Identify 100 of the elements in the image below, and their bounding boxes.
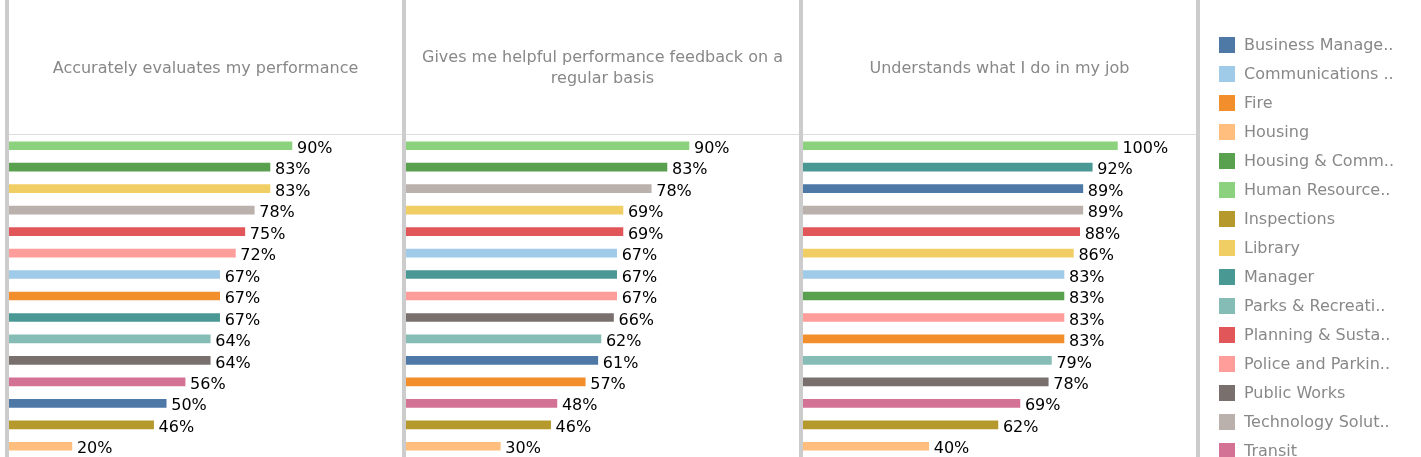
category-label: Housing & Comm.. [1244,151,1394,170]
bar [9,184,271,193]
bar [406,227,624,236]
bar [803,420,999,430]
data-label: 69% [627,223,664,243]
data-label: 86% [1078,245,1114,265]
bar [803,313,1065,322]
chart-title: Understands what I do in my job [803,0,1196,135]
data-label: 83% [274,159,311,179]
bar [406,141,690,151]
data-label: 88% [1084,223,1121,243]
bar [406,248,617,258]
data-label: 46% [158,416,195,436]
data-label: 78% [259,202,295,222]
bar [803,162,1093,172]
data-label: 83% [1068,309,1105,329]
data-label: 92% [1097,159,1133,179]
data-label: 62% [1002,416,1039,436]
data-label: 62% [605,331,642,351]
category-label: Planning & Susta.. [1244,325,1391,344]
category-label: Manager [1244,267,1315,286]
chart-title: Accurately evaluates my performance [9,0,402,135]
chart-title: Gives me helpful performance feedback on a regular basis [406,0,799,135]
data-label: 67% [224,309,261,329]
bar [9,420,154,430]
data-label: 67% [224,288,261,308]
category-label: Housing [1244,122,1310,141]
bar [406,184,652,193]
data-label: 78% [656,180,692,200]
bar [406,420,551,430]
bar [9,313,220,322]
category-label: Fire [1244,93,1273,112]
bar [803,184,1084,193]
data-label: 20% [76,438,113,457]
data-label: 57% [590,374,626,394]
category-label: Police and Parkin.. [1244,354,1391,373]
data-label: 48% [561,395,598,415]
bar [9,291,220,301]
bar [406,356,599,365]
category-label: Technology Solut.. [1244,412,1390,431]
data-label: 64% [215,331,251,351]
data-label: 67% [621,245,658,265]
data-label: 64% [215,352,251,372]
category-label: Human Resource.. [1244,180,1391,199]
bar [406,270,617,279]
data-label: 89% [1087,202,1124,222]
category-label: Parks & Recreati.. [1244,296,1386,315]
bar [406,291,617,301]
bar [803,205,1084,215]
data-label: 75% [249,223,286,243]
bar [9,141,293,151]
data-label: 46% [555,416,592,436]
data-label: 100% [1122,137,1169,157]
data-label: 83% [274,180,311,200]
data-label: 83% [671,159,708,179]
category-label: Library [1244,238,1300,257]
category-label: Transit [1244,441,1297,457]
bar [803,399,1021,408]
data-label: 89% [1087,180,1124,200]
data-label: 72% [240,245,276,265]
category-label: Communications .. [1244,64,1394,83]
bar [803,248,1074,258]
data-label: 40% [933,438,970,457]
bar [803,334,1065,344]
bar [9,441,73,451]
data-label: 69% [1024,395,1061,415]
data-label: 78% [1053,374,1089,394]
data-label: 50% [171,395,207,415]
bar [803,270,1065,279]
bar [9,356,211,365]
bar [9,227,246,236]
bar [406,313,614,322]
data-label: 67% [621,288,658,308]
data-label: 69% [627,202,664,222]
category-label: Business Manage.. [1244,35,1394,54]
data-label: 30% [505,438,541,457]
data-label: 56% [190,374,226,394]
category-label: Public Works [1244,383,1346,402]
bar [9,162,271,172]
bar [406,334,602,344]
data-label: 83% [1068,266,1105,286]
data-label: 66% [618,309,655,329]
bar [803,441,930,451]
bar [9,377,186,387]
data-label: 90% [693,137,730,157]
bar [803,141,1118,151]
bar [9,399,167,408]
bar [406,441,501,451]
bar [406,377,586,387]
bar [803,377,1049,387]
bar [406,162,668,172]
bar [406,205,624,215]
category-label: Inspections [1244,209,1335,228]
bar [9,270,220,279]
data-label: 83% [1068,288,1105,308]
bar [803,291,1065,301]
bar [9,334,211,344]
bar [803,356,1052,365]
data-label: 83% [1068,331,1105,351]
data-label: 90% [296,137,333,157]
